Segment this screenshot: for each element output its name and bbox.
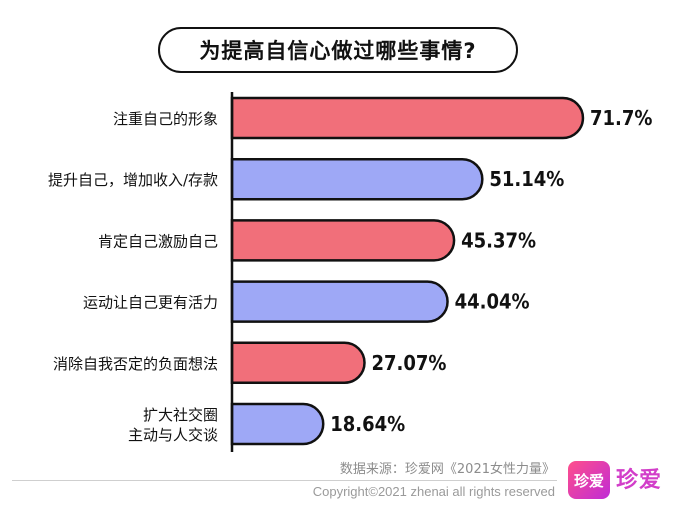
value-label-1: 71.7%	[590, 106, 652, 130]
bar-6	[230, 402, 325, 446]
category-label-2: 提升自己，增加收入/存款	[48, 171, 218, 189]
category-label-4: 运动让自己更有活力	[83, 294, 218, 312]
value-label-6: 18.64%	[330, 412, 405, 436]
value-label-4: 44.04%	[455, 290, 530, 314]
bar-chart: 71.7% 注重自己的形象 51.14% 提升自己，增加收入/存款 45.37% 肯定自己…	[48, 92, 652, 452]
zhenai-logo-icon: 珍爱	[568, 461, 610, 499]
footer-divider	[12, 480, 557, 481]
category-label-1: 注重自己的形象	[113, 110, 218, 128]
bar-1	[230, 96, 585, 140]
category-label-3: 肯定自己激励自己	[98, 232, 218, 250]
bar-4	[230, 280, 449, 323]
bar-3	[230, 219, 456, 262]
category-label-5: 消除自我否定的负面想法	[53, 355, 218, 373]
data-source-note: 数据来源：珍爱网《2021女性力量》	[339, 462, 555, 477]
category-label-6-line-1: 扩大社交圈	[143, 406, 218, 424]
value-label-5: 27.07%	[372, 351, 447, 375]
copyright-note: Copyright©2021 zhenai all rights reserve…	[312, 484, 555, 499]
category-label-6-line-2: 主动与人交谈	[128, 426, 218, 444]
value-label-2: 51.14%	[489, 167, 564, 191]
zhenai-logo-text: 珍爱	[616, 468, 663, 493]
bar-2	[230, 157, 484, 201]
bar-5	[230, 341, 366, 385]
value-label-3: 45.37%	[461, 228, 536, 252]
chart-title: 为提高自信心做过哪些事情?	[158, 27, 518, 73]
